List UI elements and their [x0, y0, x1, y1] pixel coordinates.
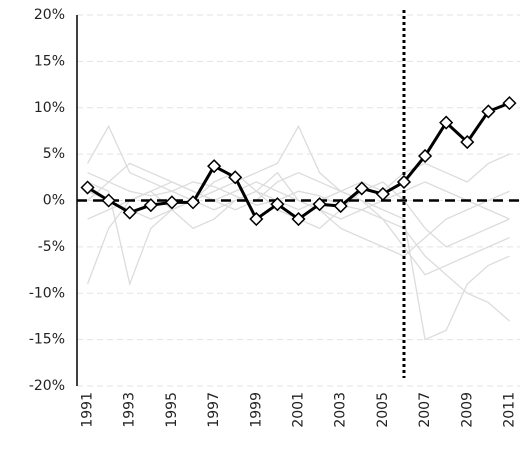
- marker: [312, 197, 327, 212]
- marker: [418, 148, 433, 164]
- y-tick-label: 5%: [43, 146, 65, 162]
- background-line: [86, 171, 510, 341]
- marker: [185, 195, 201, 210]
- x-tick-label: 2005: [375, 392, 391, 428]
- x-tick-label: 2009: [459, 392, 475, 428]
- x-tick-label: 1997: [206, 392, 222, 428]
- marker: [101, 193, 116, 208]
- background-line: [86, 124, 510, 211]
- x-tick-label: 1999: [248, 392, 264, 428]
- marker: [80, 180, 95, 195]
- y-tick-label: -5%: [38, 239, 65, 255]
- x-tick-label: 1993: [122, 392, 138, 428]
- marker: [122, 205, 137, 220]
- y-tick-label: 10%: [34, 100, 65, 116]
- x-tick-label: 2001: [291, 392, 307, 428]
- marker: [481, 104, 496, 119]
- marker: [354, 181, 369, 196]
- x-tick-label: 2003: [333, 392, 349, 428]
- x-tick-label: 2011: [501, 392, 517, 428]
- x-tick-label: 1995: [164, 392, 180, 428]
- background-line: [87, 124, 510, 287]
- y-tick-label: 20%: [34, 7, 65, 23]
- marker: [439, 115, 454, 130]
- background-line: [87, 162, 510, 257]
- x-tick-label: 1991: [80, 392, 96, 428]
- x-tick-label: 2007: [417, 392, 433, 428]
- marker: [228, 170, 243, 185]
- marker: [375, 186, 390, 202]
- marker: [460, 135, 475, 150]
- marker: [291, 211, 306, 227]
- marker: [396, 174, 412, 190]
- marker: [502, 96, 517, 111]
- marker: [249, 211, 264, 227]
- marker: [143, 198, 158, 213]
- y-tick-label: -20%: [29, 378, 65, 394]
- y-tick-label: -15%: [29, 332, 65, 348]
- y-tick-label: 15%: [34, 53, 65, 69]
- marker: [270, 197, 285, 212]
- marker: [207, 159, 222, 174]
- y-tick-label: -10%: [29, 285, 65, 301]
- marker: [333, 199, 348, 214]
- y-tick-label: 0%: [43, 193, 65, 209]
- marker: [164, 195, 179, 210]
